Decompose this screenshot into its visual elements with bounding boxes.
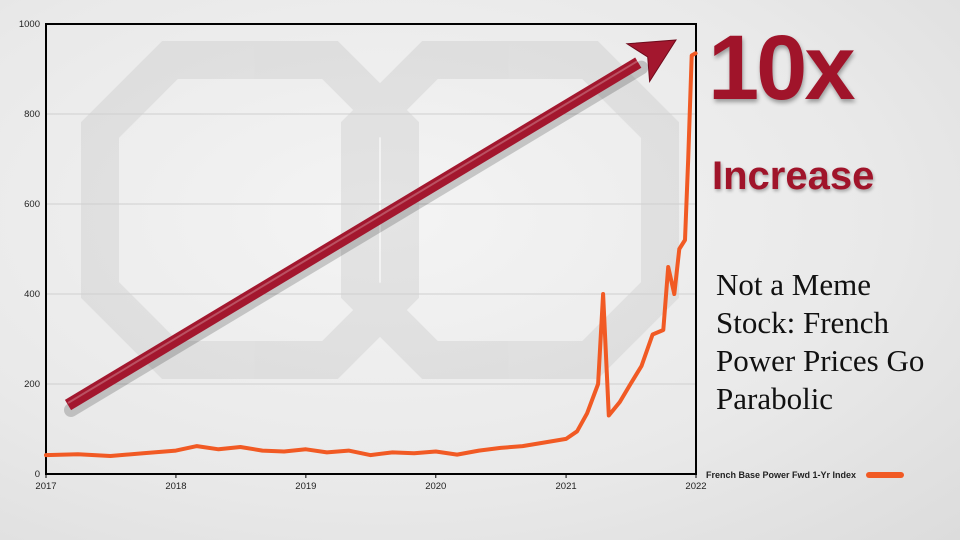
y-tick-label: 800 — [24, 109, 40, 120]
headline-text: Not a Meme Stock: French Power Prices Go… — [716, 267, 925, 416]
axes: 0 200 400 600 800 1000 2017 2018 2019 2020 2021 202… — [19, 19, 707, 492]
y-tick-label: 600 — [24, 199, 40, 210]
y-tick-label: 0 — [35, 469, 40, 480]
increase-callout: Increase — [712, 154, 875, 198]
x-tick-label: 2020 — [425, 481, 446, 492]
plot-frame — [45, 23, 697, 475]
trend-arrow-shaft — [64, 57, 642, 411]
trend-arrow — [64, 39, 677, 417]
trend-arrow-head — [625, 39, 677, 84]
trend-arrow-highlight — [67, 59, 639, 404]
legend-label: French Base Power Fwd 1-Yr Index — [706, 470, 857, 480]
chart-legend: French Base Power Fwd 1-Yr Index — [706, 470, 905, 480]
x-tick-label: 2017 — [35, 481, 56, 492]
grid-lines — [46, 113, 696, 385]
y-tick-label: 200 — [24, 379, 40, 390]
x-tick-label: 2022 — [685, 481, 706, 492]
legend-swatch — [866, 472, 905, 478]
multiplier-callout: 10x — [708, 17, 856, 119]
x-tick-label: 2018 — [165, 481, 186, 492]
y-tick-label: 1000 — [19, 19, 40, 30]
series-line — [44, 51, 698, 458]
x-tick-label: 2019 — [295, 481, 316, 492]
x-tick-label: 2021 — [556, 481, 577, 492]
y-tick-label: 400 — [24, 289, 40, 300]
series-layer — [44, 51, 698, 458]
